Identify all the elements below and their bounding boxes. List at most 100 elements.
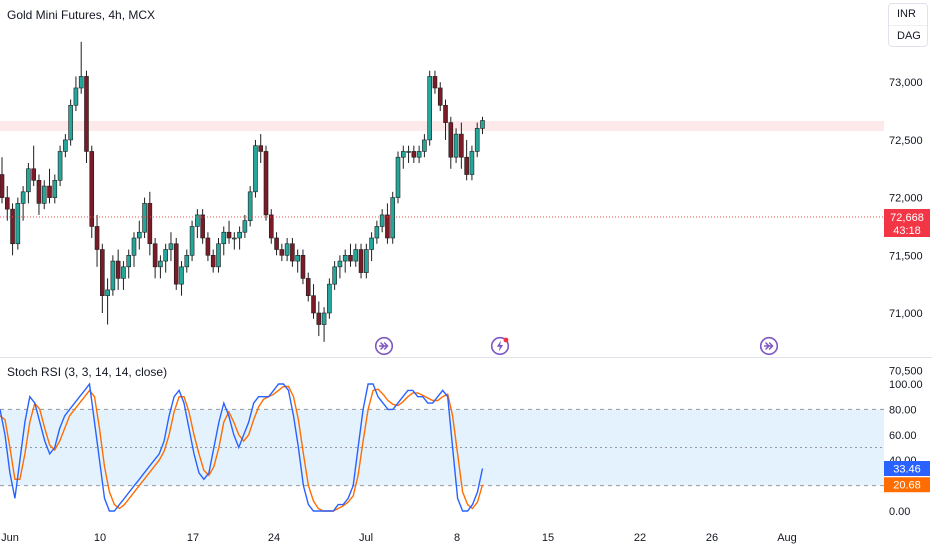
candle [147,191,153,256]
candle [195,209,200,238]
stoch-rsi-d-line [0,385,484,512]
candle [84,70,89,163]
candle [464,139,469,181]
currency-label[interactable]: INR [897,8,916,20]
candle [311,284,316,319]
candle [348,243,353,267]
candle [400,145,406,169]
candle [474,122,480,158]
time-axis-tick: Jun [1,532,19,544]
candle [353,243,359,267]
stoch-rsi-k-line [0,382,484,512]
d-badge: 20.68 [884,477,930,493]
candle [184,249,190,273]
candle [189,220,195,262]
d-badge-value: 20.68 [893,480,921,492]
candle [216,237,221,273]
stoch-axis-tick: 100.00 [889,379,923,391]
candle [411,145,417,163]
time-axis-tick: 15 [542,532,554,544]
unit-label[interactable]: DAG [889,25,927,47]
candle [73,76,79,112]
lightning-circle-icon[interactable] [490,336,510,356]
candle [179,261,184,296]
k-badge-value: 33.46 [893,464,921,476]
price-axis[interactable]: 70,50071,00071,50072,00072,50073,00073,5… [889,0,923,378]
stoch-axis-tick: 0.00 [889,506,910,518]
price-badge: 72,668 43:18 [884,209,930,237]
candle [131,232,137,267]
candle [68,99,73,146]
candle [20,186,26,221]
candle [89,145,95,238]
candle [274,232,279,256]
candle [268,209,274,244]
candle [47,168,52,204]
candle [136,220,142,250]
candle [364,243,369,279]
candle [369,232,374,262]
time-axis-tick: 24 [268,532,280,544]
candle [406,145,411,163]
candle [321,307,327,342]
candle [52,174,58,204]
candle [374,220,380,244]
candle [168,232,174,262]
candle [4,186,10,221]
candle [63,134,68,158]
time-axis[interactable]: Jun 10 17 24 Jul 8 15 22 26 Aug [1,532,797,544]
candle [395,151,401,204]
candle [358,243,364,279]
time-axis-tick: Aug [777,532,797,544]
candle [327,278,332,319]
candle [459,122,464,169]
time-axis-tick: Jul [359,532,373,544]
time-axis-tick: 17 [187,532,199,544]
currency-unit-menu[interactable]: INR DAG [888,3,928,47]
price-badge-value: 72,668 [890,212,924,224]
price-axis-tick: 71,500 [889,250,923,262]
arrow-circle-icon[interactable] [374,336,394,356]
candle [232,232,237,250]
candle [316,301,322,337]
candle [258,134,264,163]
time-axis-tick: 26 [706,532,718,544]
candle [31,145,36,187]
candle [295,249,300,273]
candle [342,249,348,273]
price-axis-tick: 72,000 [889,193,923,205]
price-axis-tick: 71,000 [889,308,923,320]
stoch-axis-tick: 80.00 [889,404,917,416]
candle [422,134,427,158]
stoch-axis-tick: 60.00 [889,430,917,442]
candle [110,255,116,296]
candle [142,197,147,238]
candle [41,180,47,210]
stoch-rsi-pane: Stoch RSI (3, 3, 14, 14, close) [0,365,884,512]
candle [253,139,258,198]
candle [337,255,343,279]
time-axis-tick: 10 [94,532,106,544]
event-icons[interactable] [374,336,779,356]
candle [453,128,459,163]
arrow-circle-icon[interactable] [759,336,779,356]
candle [300,249,306,285]
candle [221,226,227,256]
candle [100,243,105,313]
candle [10,203,15,256]
candle [115,249,121,290]
candle [448,116,454,169]
candle [247,186,253,227]
candle [416,145,422,163]
indicator-title: Stoch RSI (3, 3, 14, 14, close) [7,365,167,379]
price-axis-tick: 70,500 [889,366,923,378]
candle [237,226,242,250]
time-axis-tick: 22 [634,532,646,544]
candle [173,237,179,290]
price-badge-countdown: 43:18 [893,225,921,237]
candle [379,209,385,233]
candle [480,116,485,135]
k-badge: 33.46 [884,461,930,477]
